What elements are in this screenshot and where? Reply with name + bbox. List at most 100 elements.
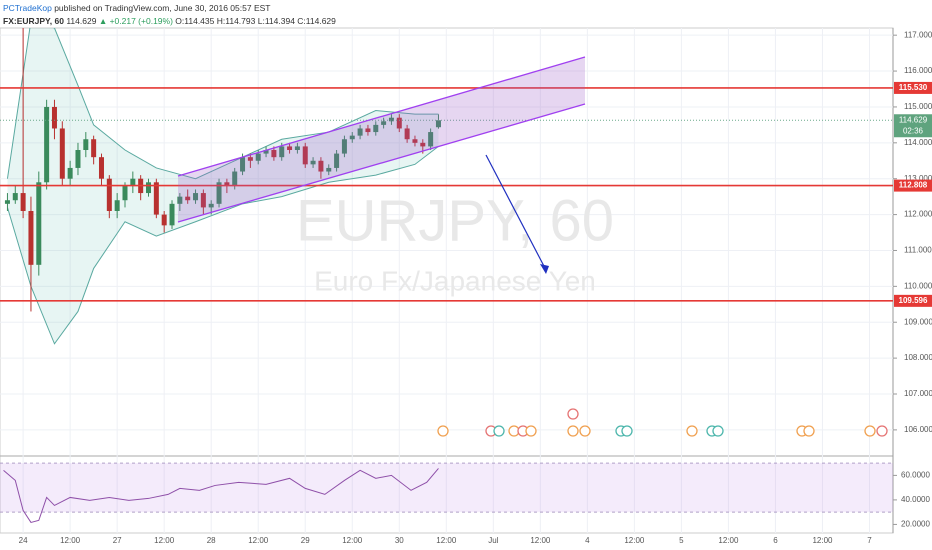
change: ▲ +0.217 (+0.19%) — [98, 16, 173, 26]
y-tick-label: 115.000 — [904, 102, 932, 111]
candle-body — [247, 157, 253, 161]
level-tag — [894, 179, 932, 192]
last-price-tag — [894, 114, 932, 138]
x-tick-label: Jul — [488, 536, 498, 545]
candle-body — [326, 167, 332, 172]
candle-body — [153, 182, 159, 215]
y-tick-label: 108.000 — [904, 353, 932, 362]
candle-body — [373, 124, 379, 133]
candle-body — [396, 117, 402, 129]
candle-body — [161, 214, 167, 226]
level-label: 115.530 — [899, 83, 928, 92]
candle-body — [20, 193, 26, 211]
candle-body — [435, 120, 441, 128]
high: H:114.793 — [216, 16, 256, 26]
author[interactable]: PCTradeKop — [3, 3, 52, 13]
level-label: 112.808 — [899, 181, 928, 190]
x-tick-label: 27 — [113, 536, 122, 545]
rsi-tick-label: 20.0000 — [901, 520, 930, 529]
candle-body — [44, 106, 50, 183]
candle-body — [114, 200, 120, 211]
candle-body — [122, 185, 128, 201]
candle-body — [146, 182, 152, 194]
forecast-arrow — [485, 154, 547, 271]
x-tick-label: 12:00 — [248, 536, 269, 545]
low: L:114.394 — [257, 16, 295, 26]
candle-body — [341, 139, 347, 154]
price-pane — [0, 28, 893, 345]
bollinger-lower — [6, 146, 439, 345]
candle-body — [365, 128, 371, 133]
candle-body — [216, 182, 222, 204]
candle-body — [294, 146, 300, 150]
axes: 24 12:00 27 12:00 28 12:00 29 12:00 30 12:00 Jul 12… — [19, 30, 932, 545]
y-tick-label: 112.000 — [904, 210, 932, 219]
candle-body — [310, 160, 316, 165]
candle-body — [200, 193, 206, 208]
watermark-symbol: EURJPY, 60 — [296, 188, 614, 253]
x-tick-label: 6 — [773, 536, 778, 545]
candle-body — [381, 121, 387, 125]
candle-body — [240, 157, 246, 172]
candle-body — [302, 146, 308, 165]
candle-body — [224, 182, 230, 186]
candle-body — [271, 150, 277, 158]
candle-body — [75, 150, 81, 168]
x-tick-label: 5 — [679, 536, 684, 545]
bollinger-upper — [6, 28, 439, 180]
x-tick-label: 12:00 — [154, 536, 175, 545]
x-tick-label: 28 — [207, 536, 216, 545]
quote-line: FX:EURJPY, 60 114.629 ▲ +0.217 (+0.19%) … — [3, 15, 336, 28]
candle-body — [106, 178, 112, 211]
candle-body — [287, 146, 293, 150]
level-tag — [894, 294, 932, 307]
event-icon — [437, 425, 449, 437]
y-tick-label: 111.000 — [904, 246, 932, 255]
y-tick-label: 110.000 — [904, 281, 932, 290]
candle-body — [349, 135, 355, 140]
y-tick-label: 107.000 — [904, 389, 932, 398]
open: O:114.435 — [175, 16, 215, 26]
candle-body — [193, 193, 199, 201]
candle-body — [404, 128, 410, 140]
y-tick-label: 109.000 — [904, 317, 932, 326]
candle-body — [388, 117, 394, 122]
candle-body — [208, 203, 214, 208]
event-icon — [712, 425, 724, 437]
candle-body — [59, 128, 65, 179]
grid — [0, 28, 893, 533]
event-icon — [803, 425, 815, 437]
y-tick-label: 113.000 — [904, 174, 932, 183]
channel-upper — [177, 56, 586, 177]
rsi-tick-label: 60.0000 — [901, 470, 930, 479]
publish-line: PCTradeKop published on TradingView.com,… — [3, 2, 336, 15]
x-tick-label: 12:00 — [624, 536, 645, 545]
price: 114.629 — [66, 16, 97, 26]
candle-body — [334, 153, 340, 168]
event-icon — [493, 425, 505, 437]
arrow-head — [540, 264, 549, 274]
event-icon — [686, 425, 698, 437]
candle-body — [83, 139, 89, 150]
candle-body — [12, 193, 18, 201]
symbol: FX:EURJPY, 60 — [3, 16, 64, 26]
candle-body — [428, 132, 434, 147]
countdown-label: 02:36 — [903, 126, 924, 135]
y-tick-label: 106.000 — [904, 425, 932, 434]
candle-body — [169, 203, 175, 226]
rsi-tick-label: 40.0000 — [901, 495, 930, 504]
watermark-name: Euro Fx/Japanese Yen — [314, 265, 596, 296]
candle-body — [318, 160, 324, 172]
candle-body — [412, 139, 418, 143]
candle-body — [177, 196, 183, 204]
event-icon — [621, 425, 633, 437]
candle-body — [185, 196, 191, 201]
candle-body — [420, 142, 426, 147]
x-tick-label: 12:00 — [60, 536, 81, 545]
y-tick-label: 116.000 — [904, 66, 932, 75]
x-tick-label: 12:00 — [530, 536, 551, 545]
event-icons — [437, 408, 888, 437]
y-tick-label: 114.000 — [904, 138, 932, 147]
